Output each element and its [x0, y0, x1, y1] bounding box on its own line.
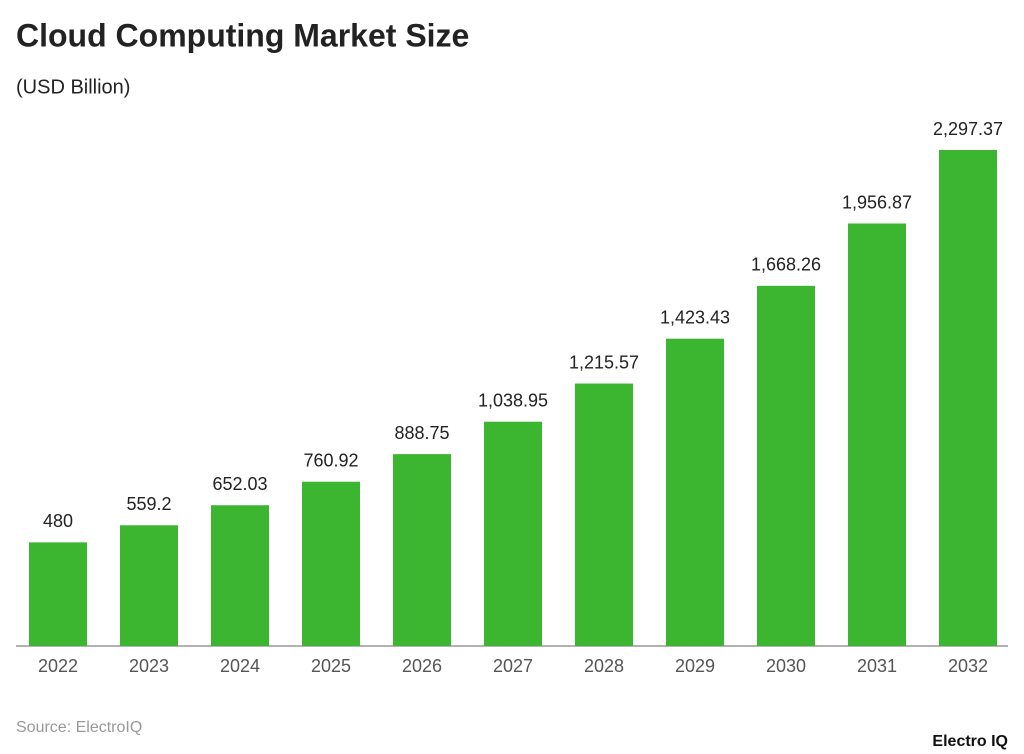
bar — [939, 150, 997, 646]
bar — [120, 525, 178, 646]
value-label: 1,215.57 — [569, 352, 639, 372]
bar — [393, 454, 451, 646]
x-tick-label: 2029 — [675, 656, 715, 676]
value-label: 1,038.95 — [478, 390, 548, 410]
bar — [757, 285, 815, 646]
x-tick-label: 2025 — [311, 656, 351, 676]
source-note: Source: ElectroIQ — [16, 719, 142, 736]
x-tick-label: 2024 — [220, 656, 260, 676]
bar — [29, 542, 87, 646]
chart-title: Cloud Computing Market Size — [16, 17, 469, 53]
x-tick-label: 2032 — [948, 656, 988, 676]
bar — [848, 223, 906, 647]
bar — [484, 421, 542, 646]
x-tick-label: 2028 — [584, 656, 624, 676]
x-tick-label: 2031 — [857, 656, 897, 676]
x-tick-label: 2030 — [766, 656, 806, 676]
value-label: 1,956.87 — [842, 192, 912, 212]
chart-subtitle: (USD Billion) — [16, 76, 130, 98]
x-tick-label: 2022 — [38, 656, 78, 676]
x-tick-label: 2026 — [402, 656, 442, 676]
bar — [666, 338, 724, 646]
value-label: 652.03 — [212, 474, 267, 494]
value-label: 760.92 — [303, 450, 358, 470]
x-tick-label: 2027 — [493, 656, 533, 676]
x-tick-label: 2023 — [129, 656, 169, 676]
logo: Electro IQ — [932, 733, 1008, 750]
value-label: 1,668.26 — [751, 255, 821, 275]
value-label: 888.75 — [394, 423, 449, 443]
bar — [211, 505, 269, 646]
value-label: 480 — [43, 511, 73, 531]
value-label: 559.2 — [126, 494, 171, 514]
bar — [302, 481, 360, 646]
bar — [575, 383, 633, 646]
value-label: 2,297.37 — [933, 119, 1003, 139]
value-label: 1,423.43 — [660, 307, 730, 327]
